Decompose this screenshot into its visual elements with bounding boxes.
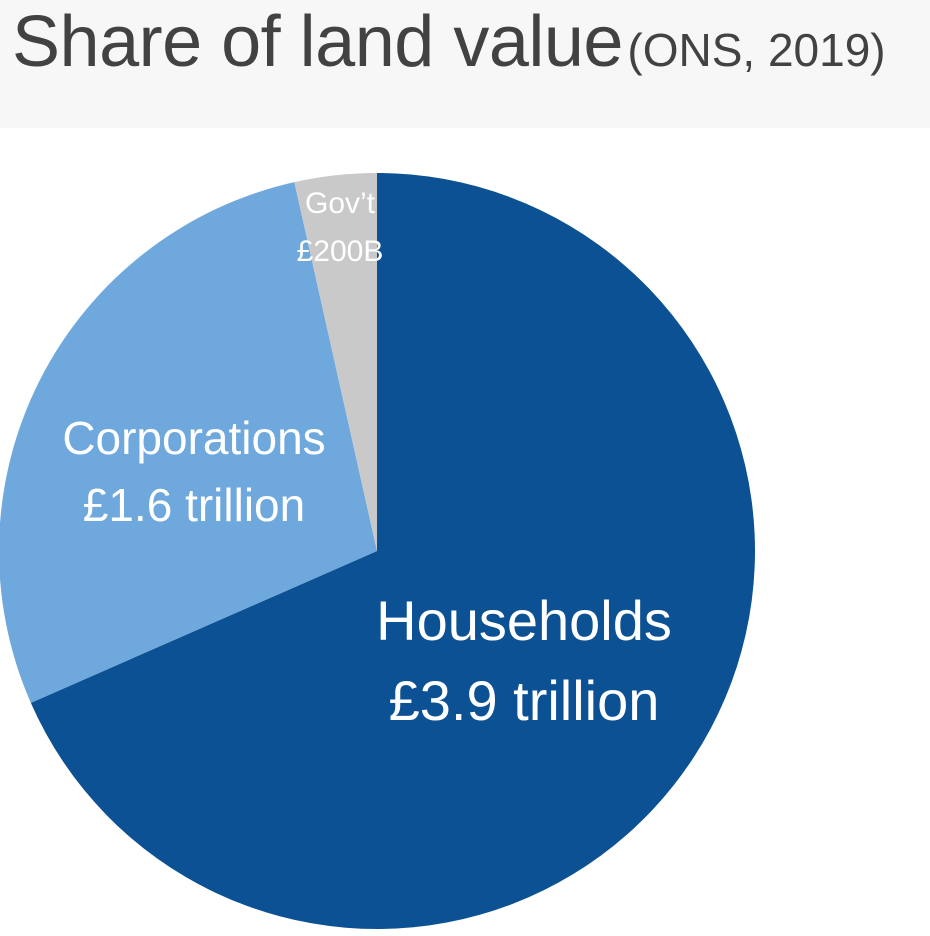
slice-value-label-gov-t: £200B — [297, 235, 384, 268]
pie-slices — [0, 173, 756, 929]
slice-label-gov-t: Gov’t — [305, 187, 376, 220]
pie-slice-corporations — [0, 182, 377, 703]
chart-title-main: Share of land value — [12, 2, 623, 82]
chart-title-source: (ONS, 2019) — [627, 24, 886, 76]
chart-header: Share of land value (ONS, 2019) — [0, 0, 930, 128]
slice-value-label-households: £3.9 trillion — [389, 669, 660, 732]
pie-slice-gov-t — [294, 173, 377, 551]
chart-title: Share of land value (ONS, 2019) — [12, 6, 886, 78]
pie-slice-households — [30, 173, 756, 929]
slice-label-corporations: Corporations — [62, 412, 325, 464]
slice-label-households: Households — [376, 589, 672, 652]
slice-value-label-corporations: £1.6 trillion — [83, 479, 305, 531]
pie-labels: Households £3.9 trillion Corporations £1.6 … — [62, 187, 672, 732]
